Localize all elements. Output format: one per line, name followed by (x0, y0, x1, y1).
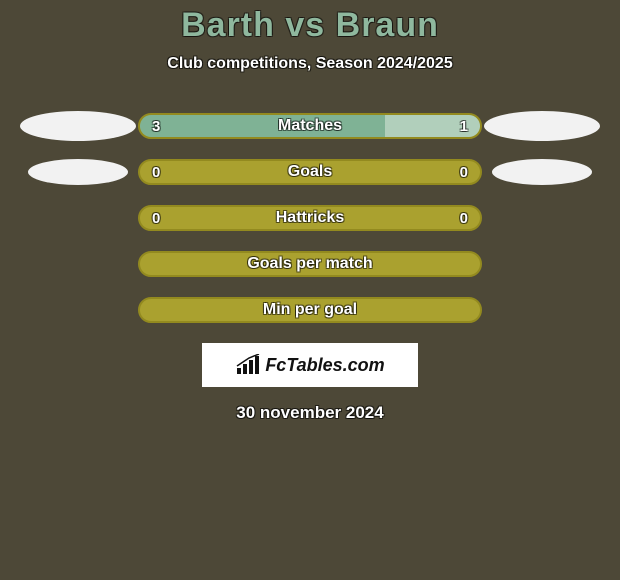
comparison-infographic: Barth vs Braun Club competitions, Season… (0, 0, 620, 580)
right-side (482, 111, 602, 141)
stat-right-value: 0 (460, 210, 468, 227)
stat-row: Hattricks0 0 (0, 205, 620, 231)
stat-right-value: 0 (460, 164, 468, 181)
stat-left-value: 0 (152, 210, 160, 227)
stat-bar: Goals0 0 (138, 159, 482, 185)
date-text: 30 november 2024 (0, 403, 620, 423)
brand-box: FcTables.com (202, 343, 418, 387)
brand-text: FcTables.com (265, 355, 384, 376)
player1-ellipse (28, 159, 128, 185)
brand-chart-icon (235, 354, 261, 376)
stat-label: Hattricks (140, 209, 480, 227)
stat-right-value: 1 (460, 118, 468, 135)
player1-ellipse (20, 111, 136, 141)
stat-bar: Hattricks0 0 (138, 205, 482, 231)
stat-label: Goals (140, 163, 480, 181)
stat-label: Matches (140, 117, 480, 135)
page-title: Barth vs Braun (0, 0, 620, 45)
stat-label: Min per goal (140, 301, 480, 319)
stat-bar: Matches3 1 (138, 113, 482, 139)
stat-row: Matches3 1 (0, 113, 620, 139)
stat-bar: Goals per match (138, 251, 482, 277)
stat-row: Goals0 0 (0, 159, 620, 185)
stat-left-value: 3 (152, 118, 160, 135)
left-side (18, 159, 138, 185)
title-vs: vs (285, 6, 325, 44)
left-side (18, 111, 138, 141)
player2-ellipse (492, 159, 592, 185)
player2-name: Braun (336, 6, 439, 44)
right-side (482, 159, 602, 185)
stat-row: Goals per match (0, 251, 620, 277)
stat-left-value: 0 (152, 164, 160, 181)
stat-label: Goals per match (140, 255, 480, 273)
player1-name: Barth (181, 6, 275, 44)
subtitle: Club competitions, Season 2024/2025 (0, 55, 620, 73)
player2-ellipse (484, 111, 600, 141)
stat-rows: Matches31Goals00Hattricks00Goals per mat… (0, 113, 620, 323)
brand-inner: FcTables.com (235, 354, 384, 376)
stat-bar: Min per goal (138, 297, 482, 323)
stat-row: Min per goal (0, 297, 620, 323)
